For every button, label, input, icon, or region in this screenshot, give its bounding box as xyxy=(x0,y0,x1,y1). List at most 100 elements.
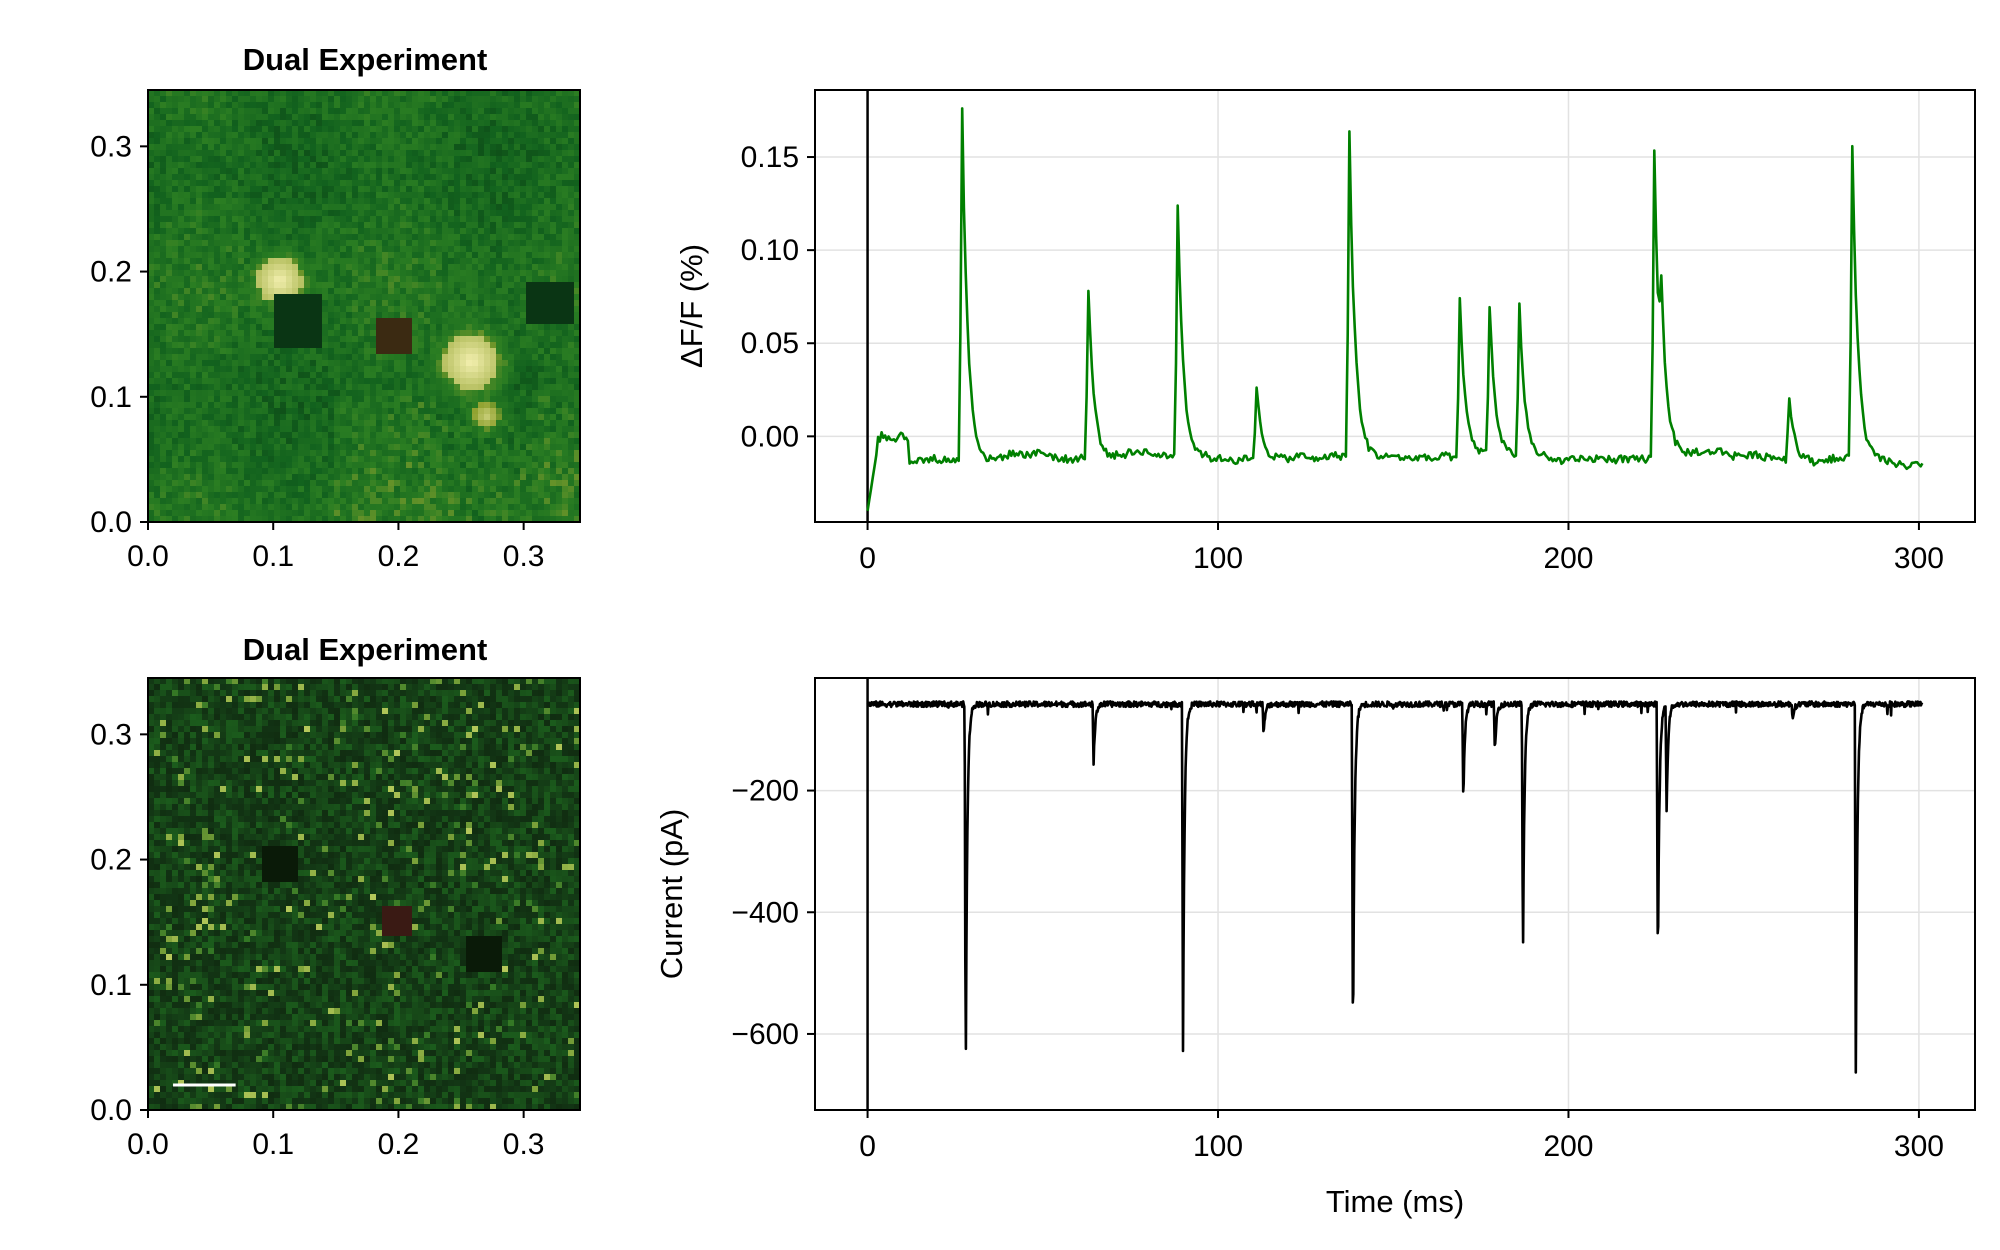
image-pixel xyxy=(364,252,371,259)
image-pixel xyxy=(496,462,503,469)
image-pixel xyxy=(574,234,581,241)
image-pixel xyxy=(442,108,449,115)
image-pixel xyxy=(544,450,551,457)
image-pixel xyxy=(490,336,497,343)
image-pixel xyxy=(286,162,293,169)
image-pixel xyxy=(556,96,563,103)
image-pixel xyxy=(154,90,161,97)
image-pixel xyxy=(154,288,161,295)
image-pixel xyxy=(358,204,365,211)
image-pixel xyxy=(520,120,527,127)
image-pixel xyxy=(496,114,503,121)
image-pixel xyxy=(208,192,215,199)
image-pixel xyxy=(520,372,527,379)
image-pixel xyxy=(280,312,287,319)
image-pixel xyxy=(574,384,581,391)
image-pixel xyxy=(436,360,443,367)
image-pixel xyxy=(508,186,515,193)
image-pixel xyxy=(226,264,233,271)
image-pixel xyxy=(448,102,455,109)
image-pixel xyxy=(430,96,437,103)
image-pixel xyxy=(256,360,263,367)
image-pixel xyxy=(148,294,155,301)
image-pixel xyxy=(556,492,563,499)
image-pixel xyxy=(550,120,557,127)
image-pixel xyxy=(436,138,443,145)
image-pixel xyxy=(160,270,167,277)
image-pixel xyxy=(424,366,431,373)
image-pixel xyxy=(172,390,179,397)
image-pixel xyxy=(256,186,263,193)
image-pixel xyxy=(322,312,329,319)
image-pixel xyxy=(346,204,353,211)
image-pixel xyxy=(178,216,185,223)
image-pixel xyxy=(484,216,491,223)
image-pixel xyxy=(544,348,551,355)
image-pixel xyxy=(328,144,335,151)
image-pixel xyxy=(280,408,287,415)
image-pixel xyxy=(190,246,197,253)
image-pixel xyxy=(484,480,491,487)
image-pixel xyxy=(448,192,455,199)
image-pixel xyxy=(262,456,269,463)
image-pixel xyxy=(412,432,419,439)
image-pixel xyxy=(190,384,197,391)
image-pixel xyxy=(310,276,317,283)
image-pixel xyxy=(532,306,539,313)
image-pixel xyxy=(520,390,527,397)
image-pixel xyxy=(250,450,257,457)
image-pixel xyxy=(232,474,239,481)
image-pixel xyxy=(304,468,311,475)
image-pixel xyxy=(406,96,413,103)
image-pixel xyxy=(502,300,509,307)
image-pixel xyxy=(256,324,263,331)
image-pixel xyxy=(508,258,515,265)
image-pixel xyxy=(196,156,203,163)
image-pixel xyxy=(166,210,173,217)
image-pixel xyxy=(166,378,173,385)
image-pixel xyxy=(352,306,359,313)
image-pixel xyxy=(574,306,581,313)
image-pixel xyxy=(250,294,257,301)
image-pixel xyxy=(196,438,203,445)
image-pixel xyxy=(544,456,551,463)
image-pixel xyxy=(448,96,455,103)
image-pixel xyxy=(484,366,491,373)
image-pixel xyxy=(160,186,167,193)
image-pixel xyxy=(310,114,317,121)
image-pixel xyxy=(496,324,503,331)
image-pixel xyxy=(256,204,263,211)
image-pixel xyxy=(178,144,185,151)
image-pixel xyxy=(418,492,425,499)
image-pixel xyxy=(178,138,185,145)
image-pixel xyxy=(508,246,515,253)
image-pixel xyxy=(190,240,197,247)
image-pixel xyxy=(292,258,299,265)
image-pixel xyxy=(406,180,413,187)
image-pixel xyxy=(172,162,179,169)
image-pixel xyxy=(316,444,323,451)
image-pixel xyxy=(568,276,575,283)
image-pixel xyxy=(304,246,311,253)
image-pixel xyxy=(406,426,413,433)
image-pixel xyxy=(196,426,203,433)
image-pixel xyxy=(304,426,311,433)
image-pixel xyxy=(172,96,179,103)
image-pixel xyxy=(346,414,353,421)
image-pixel xyxy=(508,156,515,163)
image-pixel xyxy=(472,264,479,271)
image-pixel xyxy=(556,360,563,367)
image-pixel xyxy=(334,474,341,481)
image-pixel xyxy=(370,198,377,205)
image-pixel xyxy=(196,228,203,235)
image-pixel xyxy=(322,216,329,223)
image-pixel xyxy=(430,378,437,385)
image-pixel xyxy=(538,390,545,397)
image-pixel xyxy=(442,390,449,397)
image-pixel xyxy=(442,276,449,283)
image-pixel xyxy=(442,486,449,493)
image-pixel xyxy=(556,132,563,139)
image-pixel xyxy=(328,138,335,145)
image-pixel xyxy=(442,312,449,319)
image-pixel xyxy=(268,246,275,253)
